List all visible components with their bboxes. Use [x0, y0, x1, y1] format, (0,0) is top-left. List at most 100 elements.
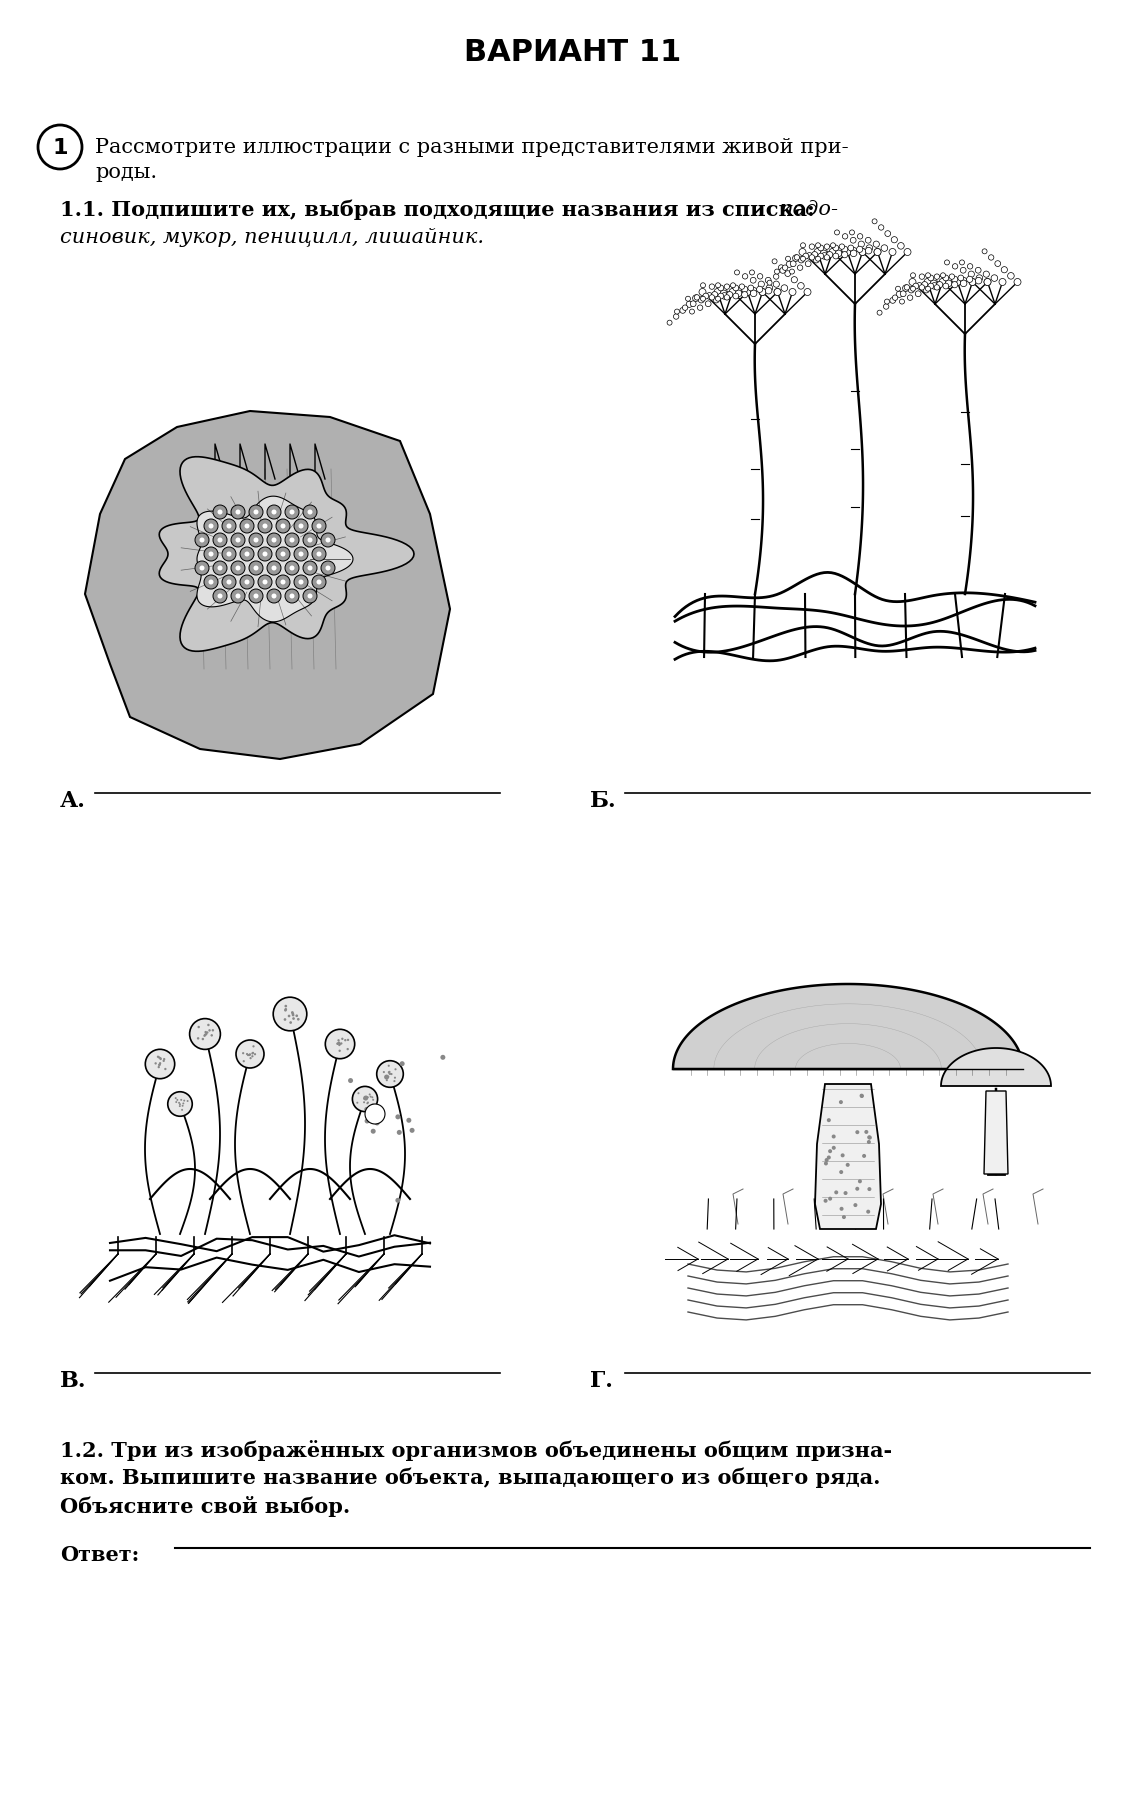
Circle shape: [244, 552, 250, 558]
Circle shape: [205, 1034, 207, 1036]
Circle shape: [321, 534, 335, 547]
Circle shape: [236, 1040, 264, 1069]
Circle shape: [839, 1101, 843, 1105]
Circle shape: [943, 276, 949, 282]
Circle shape: [826, 1119, 831, 1123]
Circle shape: [235, 538, 241, 543]
Circle shape: [292, 1018, 295, 1020]
Circle shape: [824, 1162, 827, 1166]
Circle shape: [877, 310, 882, 316]
Circle shape: [826, 247, 833, 253]
Circle shape: [943, 283, 949, 291]
Circle shape: [826, 1155, 831, 1161]
Circle shape: [833, 255, 839, 260]
Circle shape: [682, 305, 688, 310]
Circle shape: [346, 1049, 348, 1051]
Circle shape: [832, 1146, 835, 1150]
Circle shape: [199, 567, 204, 570]
Circle shape: [733, 285, 739, 292]
Circle shape: [839, 245, 845, 251]
Text: Объясните свой выбор.: Объясните свой выбор.: [60, 1495, 351, 1516]
Circle shape: [779, 269, 786, 274]
Circle shape: [249, 534, 262, 547]
Circle shape: [189, 1020, 220, 1051]
Circle shape: [356, 1103, 359, 1105]
Circle shape: [892, 238, 897, 244]
Circle shape: [811, 253, 818, 258]
Circle shape: [926, 287, 931, 292]
Circle shape: [928, 283, 934, 291]
Circle shape: [904, 285, 910, 291]
Circle shape: [363, 1096, 368, 1101]
Text: 1.1. Подпишите их, выбрав подходящие названия из списка:: 1.1. Подпишите их, выбрав подходящие наз…: [60, 200, 822, 220]
Circle shape: [204, 1031, 207, 1034]
Circle shape: [860, 249, 866, 256]
Circle shape: [730, 283, 736, 289]
Circle shape: [252, 1052, 254, 1054]
Circle shape: [729, 289, 736, 296]
Circle shape: [289, 1022, 292, 1023]
Circle shape: [181, 1110, 183, 1112]
Circle shape: [816, 256, 821, 262]
Circle shape: [736, 291, 741, 298]
Circle shape: [253, 594, 259, 599]
Circle shape: [775, 271, 779, 274]
Circle shape: [249, 1054, 251, 1056]
Text: Ответ:: Ответ:: [60, 1543, 140, 1565]
Circle shape: [936, 276, 943, 283]
Circle shape: [749, 271, 754, 276]
Circle shape: [966, 276, 973, 283]
Circle shape: [702, 294, 708, 300]
Circle shape: [1007, 273, 1014, 280]
Circle shape: [960, 282, 967, 287]
Circle shape: [983, 273, 989, 278]
Circle shape: [227, 523, 231, 529]
Circle shape: [926, 274, 931, 278]
Circle shape: [388, 1072, 391, 1074]
Circle shape: [204, 520, 218, 534]
Circle shape: [388, 1074, 391, 1076]
Circle shape: [798, 283, 804, 291]
Circle shape: [790, 271, 794, 274]
Circle shape: [816, 244, 821, 249]
Circle shape: [182, 1105, 183, 1106]
Circle shape: [885, 300, 889, 305]
Circle shape: [854, 1204, 857, 1208]
Circle shape: [258, 576, 272, 590]
Circle shape: [842, 1215, 846, 1220]
Circle shape: [975, 278, 982, 285]
Circle shape: [832, 1135, 835, 1139]
Circle shape: [197, 1038, 199, 1040]
Circle shape: [909, 280, 916, 287]
Circle shape: [353, 1087, 377, 1112]
Circle shape: [303, 590, 317, 603]
Circle shape: [312, 576, 325, 590]
Circle shape: [841, 253, 848, 258]
Circle shape: [199, 538, 204, 543]
Circle shape: [338, 1041, 340, 1043]
Circle shape: [347, 1040, 350, 1041]
Circle shape: [690, 310, 694, 314]
Circle shape: [276, 576, 290, 590]
Circle shape: [804, 289, 811, 296]
Circle shape: [409, 1128, 415, 1134]
Circle shape: [766, 278, 771, 283]
Circle shape: [799, 249, 806, 256]
Circle shape: [387, 1076, 390, 1078]
Circle shape: [928, 276, 934, 282]
Circle shape: [712, 292, 717, 298]
Circle shape: [157, 1067, 160, 1069]
Circle shape: [739, 285, 745, 291]
Circle shape: [262, 552, 267, 558]
Circle shape: [243, 1061, 245, 1063]
Circle shape: [835, 251, 842, 258]
Circle shape: [866, 1209, 870, 1215]
Circle shape: [901, 292, 906, 298]
Circle shape: [231, 534, 245, 547]
Circle shape: [791, 278, 798, 283]
Circle shape: [337, 1040, 339, 1041]
Circle shape: [873, 242, 879, 247]
Circle shape: [939, 280, 945, 287]
Circle shape: [159, 1058, 162, 1060]
Circle shape: [751, 291, 756, 298]
